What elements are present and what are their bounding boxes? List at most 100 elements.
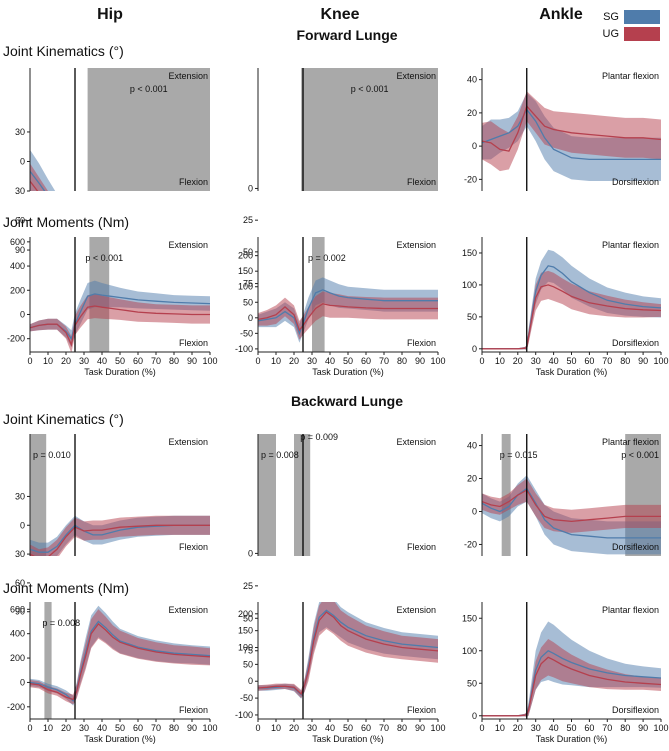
x-tick-label: 70 (151, 356, 161, 366)
y-tick-label: 30 (15, 491, 25, 501)
direction-label-top: Extension (168, 240, 208, 250)
x-tick-label: 60 (133, 356, 143, 366)
significance-region (294, 434, 311, 556)
y-tick-label: 200 (10, 285, 25, 295)
x-tick-label: 100 (653, 723, 668, 733)
y-tick-label: 200 (10, 653, 25, 663)
panel-fl-ankle-kin: 40 20 0 -20 Plantar flexion Dorsiflexion (464, 68, 661, 191)
y-tick-label: 0 (472, 141, 477, 151)
x-tick-label: 50 (115, 723, 125, 733)
y-tick-label: 30 (15, 127, 25, 137)
row-label-fl-moments: Joint Moments (Nm) (3, 214, 129, 230)
significance-region (258, 434, 276, 556)
x-tick-label: 30 (79, 356, 89, 366)
sd-band-ug (30, 163, 48, 191)
y-tick-label: 400 (10, 629, 25, 639)
y-tick-label: 100 (238, 643, 253, 653)
mean-line-sg (30, 620, 210, 702)
p-value-label: p = 0.008 (42, 618, 80, 628)
x-tick-label: 60 (584, 356, 594, 366)
x-tick-label: 50 (566, 356, 576, 366)
mean-line-sg (258, 289, 438, 336)
direction-label-top: Extension (168, 605, 208, 615)
x-tick-label: 20 (289, 723, 299, 733)
row-label-fl-kinematics: Joint Kinematics (°) (3, 43, 124, 59)
p-value-label: p < 0.001 (621, 450, 659, 460)
column-header-ankle: Ankle (539, 6, 583, 23)
section-title-backward-lunge: Backward Lunge (291, 393, 403, 409)
x-tick-label: 40 (97, 356, 107, 366)
x-tick-label: 70 (602, 356, 612, 366)
y-tick-label: 150 (238, 626, 253, 636)
direction-label-top: Extension (168, 437, 208, 447)
direction-label-top: Extension (396, 605, 436, 615)
direction-label-top: Extension (396, 437, 436, 447)
y-tick-label: 200 (238, 609, 253, 619)
x-tick-label: 80 (169, 356, 179, 366)
y-tick-label: 0 (20, 677, 25, 687)
x-tick-label: 80 (397, 356, 407, 366)
x-tick-label: 40 (549, 356, 559, 366)
y-tick-label: 50 (467, 312, 477, 322)
x-tick-label: 70 (602, 723, 612, 733)
mean-line-ug (258, 220, 438, 290)
x-tick-label: 80 (620, 723, 630, 733)
direction-label-top: Extension (396, 71, 436, 81)
y-tick-label: 25 (243, 215, 253, 225)
x-tick-label: 0 (255, 723, 260, 733)
direction-label-bottom: Dorsiflexion (612, 705, 659, 715)
y-tick-label: -20 (464, 539, 477, 549)
y-tick-label: 0 (248, 676, 253, 686)
sd-band-ug (482, 639, 661, 717)
legend-label-sg: SG (603, 11, 619, 23)
sd-band-ug (482, 270, 661, 351)
direction-label-top: Plantar flexion (602, 240, 659, 250)
mean-line-ug (30, 305, 210, 347)
y-tick-label: 30 (15, 186, 25, 196)
legend: SG UG (603, 10, 660, 41)
x-tick-label: 30 (307, 723, 317, 733)
y-tick-label: 0 (472, 711, 477, 721)
y-tick-label: 100 (462, 646, 477, 656)
y-tick-label: 90 (15, 245, 25, 255)
y-tick-label: -100 (235, 344, 253, 354)
chart-panels: 30 0 30 60 90 Extension Flexion p < 0.001 0 25 50 7… (7, 68, 669, 744)
x-tick-label: 10 (43, 723, 53, 733)
mean-line-sg (482, 108, 661, 161)
p-value-label: p = 0.002 (308, 253, 346, 263)
x-tick-label: 50 (115, 356, 125, 366)
x-axis-label: Task Duration (%) (536, 367, 608, 377)
x-tick-label: 20 (289, 356, 299, 366)
direction-label-bottom: Flexion (179, 705, 208, 715)
panel-fl-ankle-mom: 150 100 50 00 10 20 30 40 50 60 70 80 90 100 Task Dura… (462, 237, 669, 377)
mean-line-sg (482, 487, 661, 539)
x-axis-label: Task Duration (%) (84, 367, 156, 377)
p-value-label: p = 0.015 (500, 450, 538, 460)
x-tick-label: 50 (566, 723, 576, 733)
x-tick-label: 60 (361, 356, 371, 366)
y-tick-label: 100 (462, 280, 477, 290)
direction-label-bottom: Flexion (407, 338, 436, 348)
p-value-label: p < 0.001 (130, 84, 168, 94)
panel-fl-hip-kin: 30 0 30 60 90 Extension Flexion p < 0.001 (15, 68, 210, 255)
direction-label-top: Plantar flexion (602, 437, 659, 447)
y-tick-label: 60 (15, 216, 25, 226)
direction-label-top: Extension (396, 240, 436, 250)
panel-bl-ankle-mom: 150 100 50 00 10 20 30 40 50 60 70 80 90 100 Task Dura… (462, 602, 669, 744)
x-tick-label: 20 (61, 356, 71, 366)
y-tick-label: 150 (238, 266, 253, 276)
x-tick-label: 10 (271, 723, 281, 733)
panel-fl-knee-kin: 0 25 50 75 Extension Flexion p < 0.001 (243, 68, 438, 290)
significance-region (30, 434, 47, 556)
x-tick-label: 50 (343, 356, 353, 366)
legend-swatch-sg (624, 10, 660, 24)
x-tick-label: 100 (430, 723, 445, 733)
x-tick-label: 40 (97, 723, 107, 733)
y-tick-label: 20 (467, 474, 477, 484)
x-tick-label: 70 (379, 723, 389, 733)
x-tick-label: 60 (584, 723, 594, 733)
x-tick-label: 60 (133, 723, 143, 733)
row-label-bl-moments: Joint Moments (Nm) (3, 580, 129, 596)
x-tick-label: 90 (415, 723, 425, 733)
